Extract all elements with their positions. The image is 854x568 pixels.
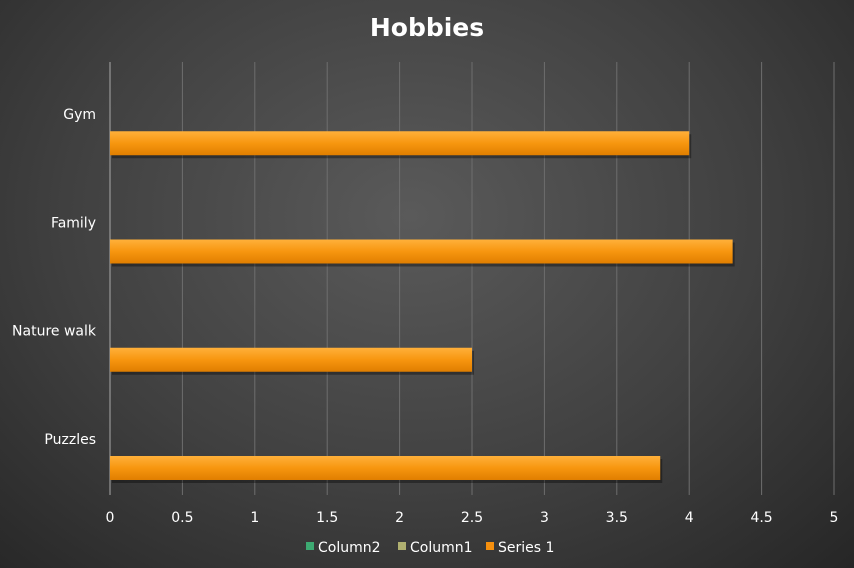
legend[interactable]: Column2 Column1 Series 1 — [306, 540, 554, 556]
x-tick-label: 2 — [395, 510, 404, 526]
legend-swatch — [486, 542, 494, 550]
category-label: Nature walk — [12, 324, 97, 340]
x-tick-label: 2.5 — [461, 510, 483, 526]
category-label: Gym — [63, 107, 96, 123]
x-tick-label: 0.5 — [171, 510, 193, 526]
category-label: Family — [51, 215, 96, 231]
legend-label[interactable]: Column2 — [318, 540, 381, 556]
x-tick-label: 3.5 — [606, 510, 628, 526]
legend-label[interactable]: Column1 — [410, 540, 473, 556]
x-tick-label: 3 — [540, 510, 549, 526]
x-tick-label: 1 — [250, 510, 259, 526]
x-tick-label: 1.5 — [316, 510, 338, 526]
bar — [110, 131, 690, 156]
legend-swatch — [306, 542, 314, 550]
legend-label[interactable]: Series 1 — [498, 540, 554, 556]
gridlines — [109, 62, 835, 495]
x-tick-label: 5 — [830, 510, 839, 526]
legend-swatch — [398, 542, 406, 550]
x-tick-label: 4.5 — [750, 510, 772, 526]
category-label: Puzzles — [44, 432, 96, 448]
x-tick-label: 0 — [106, 510, 115, 526]
category-labels: Gym Family Nature walk Puzzles — [12, 107, 97, 448]
x-axis-tick-labels: 0 0.5 1 1.5 2 2.5 3 3.5 4 4.5 5 — [106, 510, 839, 526]
bar — [110, 239, 733, 264]
chart-title: Hobbies — [370, 13, 484, 42]
bar — [110, 456, 661, 480]
bars — [110, 131, 735, 483]
bar — [110, 347, 472, 372]
x-tick-label: 4 — [685, 510, 694, 526]
